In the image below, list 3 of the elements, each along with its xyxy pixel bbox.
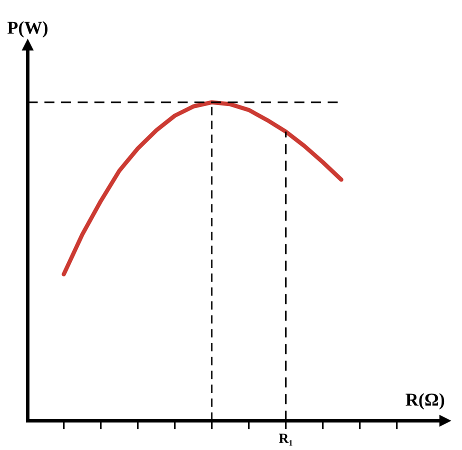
x-axis-title: R(Ω): [406, 393, 444, 410]
y-axis-title: P(W): [7, 21, 48, 38]
text: R₁: [278, 434, 292, 446]
